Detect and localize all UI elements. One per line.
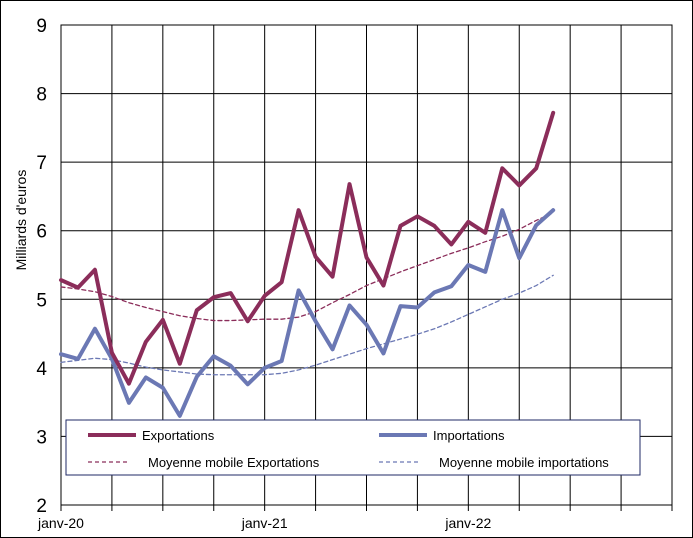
series-lines: [59, 110, 556, 418]
legend: Exportations Importations Moyenne mobile E…: [65, 419, 641, 476]
y-tick-label: 4: [36, 359, 47, 380]
series-line-3: [60, 212, 554, 322]
legend-label: Importations: [433, 428, 505, 443]
x-tick-label: janv-22: [444, 515, 491, 531]
legend-label: Moyenne mobile importations: [439, 455, 609, 470]
series-line-1: [59, 110, 556, 386]
series-line-4: [60, 274, 554, 376]
y-tick-label: 7: [36, 153, 47, 174]
legend-items: Exportations Importations Moyenne mobile E…: [88, 428, 609, 470]
y-tick-label: 8: [36, 85, 47, 106]
x-tick-label: janv-21: [241, 515, 288, 531]
legend-box: [65, 419, 641, 476]
y-axis-ticks: 2 3 4 5 6 7 8 9: [36, 16, 47, 517]
y-tick-label: 3: [36, 427, 47, 448]
y-tick-label: 6: [36, 222, 47, 243]
legend-label: Moyenne mobile Exportations: [148, 455, 320, 470]
x-tick-label: janv-20: [37, 515, 84, 531]
y-axis-label: Milliards d'euros: [13, 170, 29, 271]
series-line-2: [59, 208, 556, 418]
y-tick-label: 2: [36, 496, 47, 517]
y-tick-label: 9: [36, 16, 47, 37]
x-axis-ticks: janv-20 janv-21 janv-22: [37, 505, 673, 531]
y-tick-label: 5: [36, 290, 47, 311]
legend-label: Exportations: [142, 428, 215, 443]
